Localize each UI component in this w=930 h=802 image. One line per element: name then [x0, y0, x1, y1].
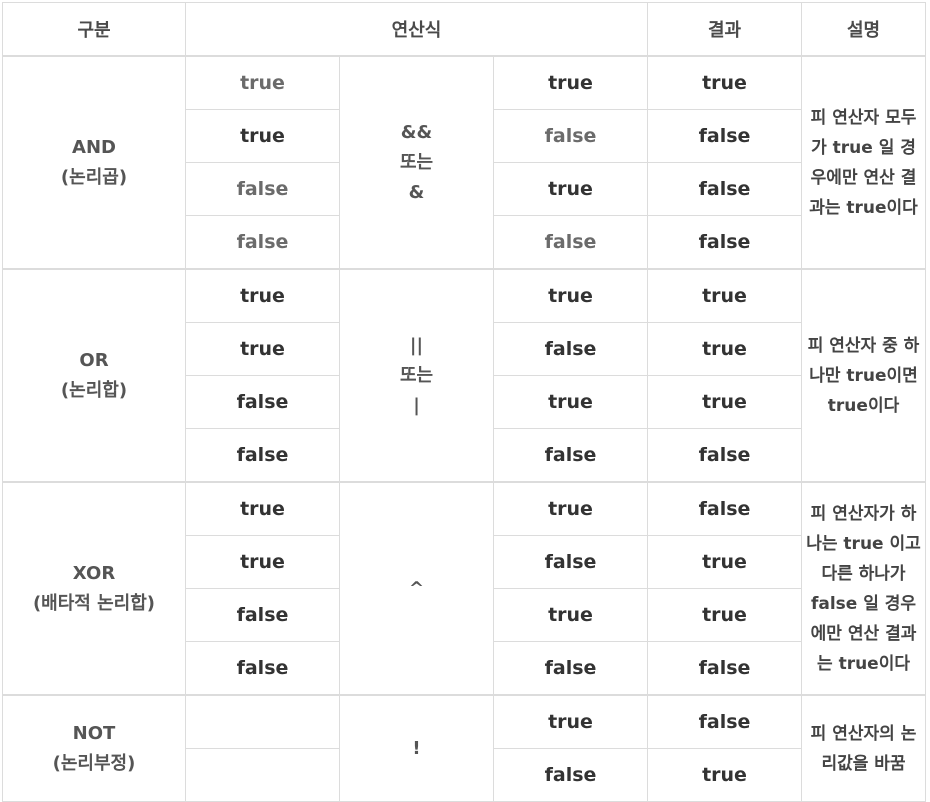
- category-name: OR: [79, 349, 109, 371]
- operator-cell-and: && 또는 &: [339, 55, 494, 270]
- table-row: XOR (배타적 논리합) true ^ true false 피 연산자가 하…: [2, 481, 927, 696]
- table-row: false true true: [3, 375, 926, 429]
- left-operand: false: [185, 215, 340, 270]
- category-subname: (배타적 논리합): [32, 592, 156, 614]
- left-operand: [185, 748, 340, 802]
- right-operand: false: [492, 215, 649, 270]
- right-operand: false: [492, 641, 649, 696]
- right-operand: false: [492, 535, 649, 589]
- operator-or-text: 또는: [399, 364, 434, 386]
- table-row: true false true: [3, 535, 926, 589]
- result-value: false: [647, 694, 803, 749]
- table-row: false false false: [3, 428, 926, 483]
- result-value: true: [647, 588, 803, 642]
- operator-cell-or: || 또는 |: [339, 268, 494, 483]
- category-subname: (논리곱): [60, 166, 128, 188]
- right-operand: true: [492, 481, 649, 536]
- right-operand: true: [492, 588, 649, 642]
- right-operand: false: [492, 748, 649, 802]
- category-cell-or: OR (논리합): [2, 268, 186, 483]
- result-value: false: [647, 162, 803, 216]
- table-row: true false false: [3, 109, 926, 163]
- left-operand: false: [185, 588, 340, 642]
- left-operand: true: [185, 322, 340, 376]
- description-cell-xor: 피 연산자가 하나는 true 이고 다른 하나가 false 일 경우에만 연…: [801, 481, 927, 696]
- result-value: true: [647, 375, 803, 429]
- table-row: NOT (논리부정) ! true false 피 연산자의 논리값을 바꿈: [2, 694, 927, 802]
- left-operand: true: [185, 481, 340, 536]
- header-result: 결과: [647, 2, 803, 57]
- result-value: false: [647, 428, 803, 483]
- table-row: true false true: [3, 322, 926, 376]
- right-operand: true: [492, 55, 649, 110]
- category-subname: (논리합): [60, 379, 128, 401]
- table-row: false true false: [3, 162, 926, 216]
- table-row: AND (논리곱) true && 또는 & true true 피 연산자 모…: [2, 55, 927, 270]
- operator-cell-xor: ^: [339, 481, 494, 696]
- result-value: false: [647, 109, 803, 163]
- result-value: true: [647, 322, 803, 376]
- operator-symbol: !: [412, 737, 421, 759]
- operator-symbol: ^: [408, 577, 425, 599]
- result-value: true: [647, 268, 803, 323]
- header-description: 설명: [801, 2, 927, 57]
- operator-cell-not: !: [339, 694, 494, 802]
- description-cell-and: 피 연산자 모두가 true 일 경우에만 연산 결과는 true이다: [801, 55, 927, 270]
- header-row: 구분 연산식 결과 설명: [2, 2, 927, 57]
- operator-or-text: 또는: [399, 151, 434, 173]
- right-operand: false: [492, 109, 649, 163]
- left-operand: false: [185, 641, 340, 696]
- left-operand: false: [185, 428, 340, 483]
- right-operand: false: [492, 428, 649, 483]
- result-value: false: [647, 641, 803, 696]
- table-row: false false false: [3, 641, 926, 696]
- category-subname: (논리부정): [52, 752, 136, 774]
- category-cell-xor: XOR (배타적 논리합): [2, 481, 186, 696]
- right-operand: true: [492, 694, 649, 749]
- right-operand: true: [492, 162, 649, 216]
- result-value: true: [647, 535, 803, 589]
- operator-symbol: &&: [400, 121, 433, 143]
- left-operand: [185, 694, 340, 749]
- header-expression: 연산식: [184, 2, 649, 57]
- left-operand: true: [185, 535, 340, 589]
- table-row: OR (논리합) true || 또는 | true true 피 연산자 중 …: [2, 268, 927, 483]
- category-cell-not: NOT (논리부정): [2, 694, 186, 802]
- result-value: false: [647, 481, 803, 536]
- table-row: false true true: [3, 588, 926, 642]
- header-category: 구분: [2, 2, 186, 57]
- right-operand: false: [492, 322, 649, 376]
- right-operand: true: [492, 268, 649, 323]
- category-cell-and: AND (논리곱): [2, 55, 186, 270]
- table-row: false true: [3, 748, 926, 802]
- result-value: false: [647, 215, 803, 270]
- result-value: true: [647, 748, 803, 802]
- description-cell-or: 피 연산자 중 하나만 true이면 true이다: [801, 268, 927, 483]
- right-operand: true: [492, 375, 649, 429]
- left-operand: false: [185, 375, 340, 429]
- category-name: XOR: [72, 562, 116, 584]
- category-name: NOT: [72, 722, 116, 744]
- table-row: false false false: [3, 215, 926, 270]
- description-cell-not: 피 연산자의 논리값을 바꿈: [801, 694, 927, 802]
- left-operand: true: [185, 268, 340, 323]
- operator-symbol: &: [408, 181, 425, 203]
- left-operand: true: [185, 109, 340, 163]
- category-name: AND: [72, 136, 116, 158]
- left-operand: false: [185, 162, 340, 216]
- left-operand: true: [185, 55, 340, 110]
- result-value: true: [647, 55, 803, 110]
- operator-symbol: |: [413, 394, 420, 416]
- operator-symbol: ||: [409, 334, 424, 356]
